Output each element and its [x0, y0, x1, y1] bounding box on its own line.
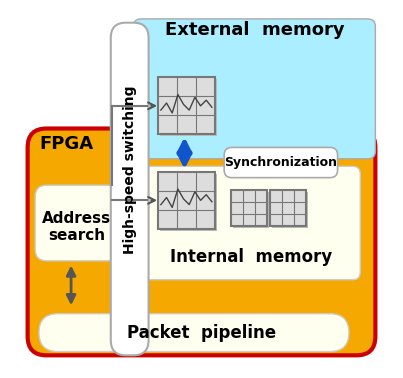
Text: Internal  memory: Internal memory: [170, 248, 332, 266]
Bar: [160, 79, 217, 136]
FancyBboxPatch shape: [28, 129, 375, 355]
Bar: [158, 172, 215, 229]
FancyBboxPatch shape: [111, 23, 149, 355]
Text: External  memory: External memory: [164, 21, 344, 39]
Text: Address
search: Address search: [42, 211, 111, 243]
FancyBboxPatch shape: [224, 147, 338, 178]
Bar: [231, 190, 267, 226]
Bar: [233, 192, 268, 228]
Bar: [160, 174, 217, 231]
Bar: [272, 192, 308, 228]
Bar: [270, 190, 306, 226]
Bar: [158, 77, 215, 134]
FancyBboxPatch shape: [141, 166, 360, 280]
FancyBboxPatch shape: [35, 185, 118, 261]
FancyBboxPatch shape: [133, 19, 375, 159]
Text: FPGA: FPGA: [39, 135, 93, 153]
FancyBboxPatch shape: [39, 314, 349, 352]
Text: High-speed switching: High-speed switching: [123, 86, 137, 254]
Text: Synchronization: Synchronization: [224, 156, 337, 169]
Text: Packet  pipeline: Packet pipeline: [127, 324, 276, 342]
